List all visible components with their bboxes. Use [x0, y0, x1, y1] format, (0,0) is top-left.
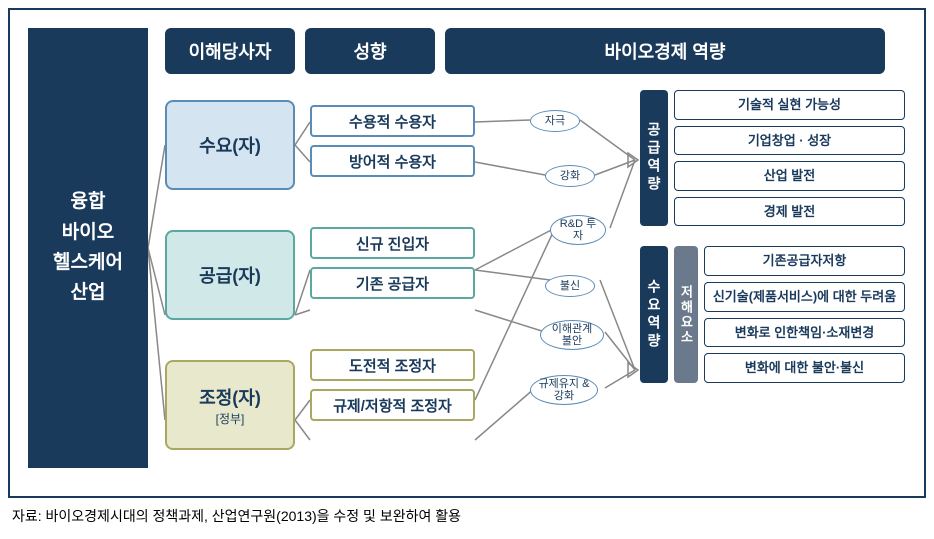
- cap-item: 산업 발전: [674, 161, 905, 191]
- stakeholder-label: 수요(자): [199, 132, 261, 158]
- tendency-box: 도전적 조정자: [310, 349, 475, 381]
- vlabel-demand-cap: 수요역량: [640, 246, 668, 382]
- tendency-box: 기존 공급자: [310, 267, 475, 299]
- pillar-line: 바이오: [62, 218, 114, 248]
- mid-node: R&D 투자: [550, 215, 606, 245]
- stakeholder-coord: 조정(자) [정부]: [165, 360, 295, 450]
- mid-node: 자극: [530, 110, 580, 132]
- mid-node: 이해관계 불안: [540, 320, 604, 350]
- source-citation: 자료: 바이오경제시대의 정책과제, 산업연구원(2013)을 수정 및 보완하…: [12, 506, 922, 526]
- cap-item: 신기술(제품서비스)에 대한 두려움: [704, 282, 905, 312]
- tendency-group-coord: 도전적 조정자 규제/저항적 조정자: [310, 349, 475, 421]
- header-row: 이해당사자 성향 바이오경제 역량: [165, 28, 885, 74]
- cap-item: 변화에 대한 불안·불신: [704, 353, 905, 383]
- pillar-line: 산업: [71, 278, 106, 308]
- pillar-line: 융합: [71, 187, 106, 217]
- mid-node: 불신: [545, 275, 595, 297]
- cap-item: 기존공급자저항: [704, 246, 905, 276]
- stakeholder-sublabel: [정부]: [216, 410, 245, 427]
- mid-node: 규제유지 &강화: [530, 375, 598, 405]
- cap-item: 기업창업 · 성장: [674, 126, 905, 156]
- vlabel-supply-cap: 공급역량: [640, 90, 668, 226]
- tendency-box: 신규 진입자: [310, 227, 475, 259]
- cap-item: 변화로 인한책임·소재변경: [704, 318, 905, 348]
- stakeholder-label: 공급(자): [199, 262, 261, 288]
- tendency-column: 수용적 수용자 방어적 수용자 신규 진입자 기존 공급자 도전적 조정자 규제…: [310, 105, 475, 421]
- cap-item: 경제 발전: [674, 197, 905, 227]
- demand-cap-items: 기존공급자저항 신기술(제품서비스)에 대한 두려움 변화로 인한책임·소재변경…: [704, 246, 905, 382]
- mid-node: 강화: [545, 165, 595, 187]
- header-capability: 바이오경제 역량: [445, 28, 885, 74]
- tendency-group-supply: 신규 진입자 기존 공급자: [310, 227, 475, 299]
- left-pillar: 융합 바이오 헬스케어 산업: [28, 28, 148, 468]
- vlabel-inhibitor: 저해요소: [674, 246, 698, 382]
- supply-capability-block: 공급역량 기술적 실현 가능성 기업창업 · 성장 산업 발전 경제 발전: [640, 90, 905, 226]
- header-stakeholder: 이해당사자: [165, 28, 295, 74]
- right-capability-area: 공급역량 기술적 실현 가능성 기업창업 · 성장 산업 발전 경제 발전 수요…: [640, 90, 905, 403]
- tendency-box: 수용적 수용자: [310, 105, 475, 137]
- pillar-line: 헬스케어: [53, 248, 123, 278]
- stakeholder-supply: 공급(자): [165, 230, 295, 320]
- mid-node-area: 자극 강화 R&D 투자 불신 이해관계 불안 규제유지 &강화: [490, 110, 620, 460]
- supply-cap-items: 기술적 실현 가능성 기업창업 · 성장 산업 발전 경제 발전: [674, 90, 905, 226]
- demand-capability-block: 수요역량 저해요소 기존공급자저항 신기술(제품서비스)에 대한 두려움 변화로…: [640, 246, 905, 382]
- tendency-box: 규제/저항적 조정자: [310, 389, 475, 421]
- cap-item: 기술적 실현 가능성: [674, 90, 905, 120]
- tendency-box: 방어적 수용자: [310, 145, 475, 177]
- stakeholder-label: 조정(자): [199, 384, 261, 410]
- tendency-group-demand: 수용적 수용자 방어적 수용자: [310, 105, 475, 177]
- diagram-frame: 융합 바이오 헬스케어 산업 이해당사자 성향 바이오경제 역량 수요(자) 공…: [8, 8, 926, 498]
- stakeholder-column: 수요(자) 공급(자) 조정(자) [정부]: [165, 100, 295, 450]
- stakeholder-demand: 수요(자): [165, 100, 295, 190]
- header-tendency: 성향: [305, 28, 435, 74]
